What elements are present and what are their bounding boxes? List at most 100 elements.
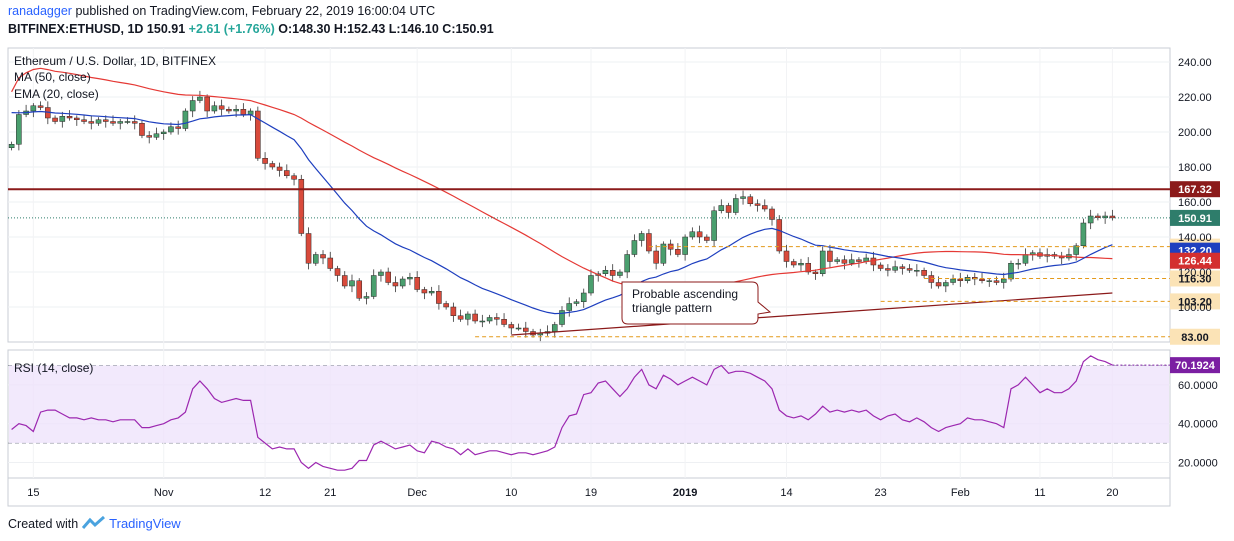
candle-body bbox=[262, 158, 268, 164]
candle-body bbox=[465, 313, 471, 320]
candle-body bbox=[341, 275, 348, 287]
time-tick-label: Feb bbox=[951, 487, 970, 499]
candle-body bbox=[805, 263, 812, 273]
candle-body bbox=[472, 313, 478, 322]
triangle-annotation: Probable ascending triangle pattern bbox=[621, 281, 772, 325]
price-level-tag bbox=[1170, 270, 1220, 287]
candle-body bbox=[979, 278, 985, 281]
tradingview-logo-icon bbox=[81, 516, 106, 533]
candle-body bbox=[1008, 263, 1014, 280]
candle-body bbox=[921, 270, 927, 276]
candle-body bbox=[197, 96, 203, 101]
candle-body bbox=[37, 105, 44, 108]
candle-body bbox=[660, 243, 667, 264]
annotation-line-2: triangle pattern bbox=[632, 301, 712, 315]
price-tick-label: 140.00 bbox=[1178, 232, 1212, 244]
candle-body bbox=[834, 259, 840, 262]
candle-body bbox=[573, 301, 580, 304]
candle-body bbox=[906, 268, 913, 271]
time-tick-label: 15 bbox=[27, 487, 39, 499]
candle-body bbox=[284, 170, 290, 176]
tradingview-brand[interactable]: TradingView bbox=[109, 516, 181, 531]
price-tick-label: 180.00 bbox=[1178, 162, 1212, 174]
time-tick-label: 14 bbox=[780, 487, 792, 499]
candle-body bbox=[414, 277, 420, 290]
candle-body bbox=[363, 296, 370, 299]
candle-body bbox=[914, 270, 920, 272]
candle-body bbox=[211, 105, 218, 112]
symbol-info: BITFINEX:ETHUSD, 1D 150.91 +2.61 (+1.76%… bbox=[8, 22, 494, 36]
candle-body bbox=[385, 271, 391, 283]
price-tick-label: 100.00 bbox=[1178, 302, 1212, 314]
time-tick-label: 12 bbox=[259, 487, 271, 499]
time-tick-label: 11 bbox=[1034, 487, 1045, 499]
candle-body bbox=[233, 109, 239, 112]
publish-text: published on TradingView.com, February 2… bbox=[75, 4, 436, 18]
candle-body bbox=[885, 268, 891, 271]
candle-body bbox=[783, 250, 790, 262]
ema-legend: EMA (20, close) bbox=[14, 87, 99, 101]
candle-body bbox=[276, 166, 283, 171]
candle-body bbox=[146, 135, 153, 138]
rsi-band bbox=[9, 365, 1169, 444]
candle-body bbox=[1015, 263, 1022, 265]
candle-body bbox=[124, 121, 131, 123]
candle-body bbox=[247, 110, 254, 115]
candle-body bbox=[218, 105, 225, 110]
price-level-tag bbox=[1170, 328, 1220, 345]
candle-body bbox=[682, 236, 688, 255]
ascending-trendline bbox=[511, 292, 1113, 336]
time-axis: 15 Nov 12 21 Dec 10 19 2019 14 23 Feb 11 20 bbox=[27, 487, 1118, 499]
candle-body bbox=[856, 259, 862, 262]
price-change: +2.61 (+1.76%) bbox=[188, 22, 275, 36]
author-link[interactable]: ranadagger bbox=[8, 4, 72, 18]
candle-body bbox=[378, 271, 384, 276]
price-tick-label: 160.00 bbox=[1178, 197, 1212, 209]
candle-body bbox=[725, 205, 732, 213]
candle-body bbox=[327, 257, 334, 269]
candle-body bbox=[704, 236, 710, 241]
time-tick-label: Dec bbox=[407, 487, 427, 499]
candle-body bbox=[515, 327, 522, 330]
candle-body bbox=[508, 324, 515, 329]
candle-body bbox=[812, 271, 819, 274]
price-levels: 167.32150.91134.50132.20126.44116.30103.… bbox=[8, 181, 1220, 345]
candle-body bbox=[1080, 222, 1087, 246]
candle-body bbox=[494, 317, 500, 320]
price-level-label: 116.30 bbox=[1178, 273, 1211, 285]
candle-body bbox=[617, 271, 623, 276]
time-tick-label: 19 bbox=[585, 487, 597, 499]
ma50-line bbox=[11, 67, 1113, 292]
time-tick-label: 21 bbox=[324, 487, 336, 499]
candle-body bbox=[653, 250, 659, 264]
candle-body bbox=[8, 144, 15, 148]
candle-body bbox=[827, 250, 833, 262]
candle-body bbox=[986, 280, 993, 282]
candle-body bbox=[52, 117, 58, 122]
candle-body bbox=[298, 179, 305, 234]
candle-body bbox=[117, 121, 124, 124]
time-tick-label: Nov bbox=[154, 487, 174, 499]
candle-body bbox=[870, 257, 877, 266]
candle-body bbox=[957, 278, 964, 281]
price-series bbox=[8, 67, 1116, 342]
candle-body bbox=[436, 291, 442, 304]
candle-body bbox=[30, 105, 37, 112]
candle-body bbox=[790, 261, 797, 266]
candle-body bbox=[291, 175, 297, 180]
candle-body bbox=[240, 109, 247, 115]
candle-body bbox=[349, 280, 355, 287]
candle-body bbox=[776, 219, 783, 252]
price-level-tag bbox=[1170, 293, 1220, 310]
candle-body bbox=[631, 240, 638, 255]
candle-body bbox=[559, 310, 565, 325]
candle-body bbox=[733, 198, 739, 213]
candle-body bbox=[609, 270, 616, 276]
candle-body bbox=[523, 327, 529, 332]
candle-body bbox=[646, 233, 652, 252]
candle-body bbox=[450, 306, 457, 316]
price-level-tag bbox=[1170, 209, 1220, 226]
candle-body bbox=[761, 205, 768, 210]
chart-frame bbox=[7, 47, 1171, 507]
